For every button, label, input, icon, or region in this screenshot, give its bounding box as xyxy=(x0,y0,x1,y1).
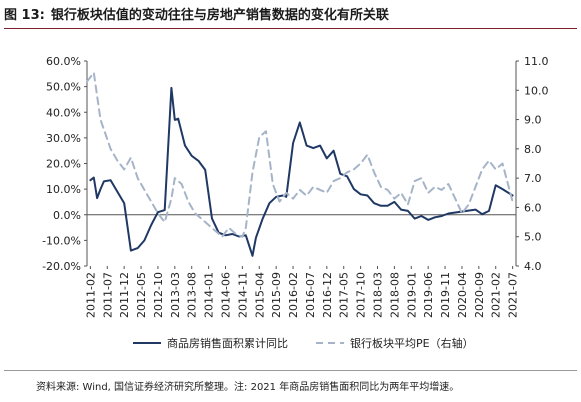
x-tick-label: 2011-12 xyxy=(118,272,131,318)
chart: -20.0% -10.0% 0.0% 10.0% 20.0% 30.0% 40.0% 50.0… xyxy=(42,55,549,350)
legend-label: 商品房销售面积累计同比 xyxy=(167,336,288,350)
x-tick-label: 2020-04 xyxy=(456,272,469,318)
left-tick-label: -10.0% xyxy=(42,234,81,247)
x-tick-label: 2018-03 xyxy=(372,272,385,318)
x-tick-label: 2021-07 xyxy=(507,272,520,318)
left-tick-label: 50.0% xyxy=(46,81,81,94)
footer-divider xyxy=(4,370,577,371)
x-tick-label: 2013-08 xyxy=(186,272,199,318)
source-note: 资料来源: Wind, 国信证券经济研究所整理。注: 2021 年商品房销售面积… xyxy=(36,382,460,393)
figure-title-text: 银行板块估值的变动往往与房地产销售数据的变化有所关联 xyxy=(50,8,389,23)
x-tick-label: 2011-02 xyxy=(84,272,97,318)
x-tick-label: 2016-02 xyxy=(287,272,300,318)
figure-number: 图 13: xyxy=(4,8,45,23)
x-tick-label: 2011-07 xyxy=(101,272,114,318)
left-tick-label: 30.0% xyxy=(46,132,81,145)
right-tick-label: 8.0 xyxy=(524,143,542,156)
legend-label: 银行板块平均PE（右轴） xyxy=(350,336,474,350)
x-tick-label: 2019-06 xyxy=(422,272,435,318)
right-tick-label: 5.0 xyxy=(524,231,542,244)
x-tick-label: 2018-08 xyxy=(388,272,401,318)
x-tick-label: 2017-10 xyxy=(355,272,368,318)
left-tick-label: 0.0% xyxy=(53,209,81,222)
left-tick-label: 40.0% xyxy=(46,106,81,119)
sales-series-line xyxy=(89,86,514,257)
x-tick-label: 2019-11 xyxy=(439,272,452,318)
x-tick-label: 2015-04 xyxy=(253,272,266,318)
x-tick-label: 2019-01 xyxy=(405,272,418,318)
x-tick-label: 2017-05 xyxy=(338,272,351,318)
left-tick-label: 10.0% xyxy=(46,183,81,196)
x-tick-label: 2014-01 xyxy=(203,272,216,318)
right-tick-label: 10.0 xyxy=(524,84,549,97)
x-tick-label: 2014-11 xyxy=(236,272,249,318)
x-tick-label: 2020-09 xyxy=(473,272,486,318)
right-tick-label: 7.0 xyxy=(524,172,542,185)
left-tick-label: -20.0% xyxy=(42,260,81,273)
x-tick-label: 2012-05 xyxy=(135,272,148,318)
right-tick-label: 4.0 xyxy=(524,260,542,273)
x-tick-label: 2013-03 xyxy=(169,272,182,318)
right-tick-label: 11.0 xyxy=(524,55,549,68)
x-tick-label: 2014-06 xyxy=(219,272,232,318)
x-tick-label: 2012-10 xyxy=(152,272,165,318)
right-tick-label: 9.0 xyxy=(524,114,542,127)
x-tick-label: 2016-12 xyxy=(321,272,334,318)
figure-title: 图 13: 银行板块估值的变动往往与房地产销售数据的变化有所关联 xyxy=(4,4,577,29)
left-tick-label: 20.0% xyxy=(46,158,81,171)
x-tick-label: 2015-09 xyxy=(270,272,283,318)
x-tick-label: 2021-02 xyxy=(490,272,503,318)
left-tick-label: 60.0% xyxy=(46,55,81,68)
right-tick-label: 6.0 xyxy=(524,201,542,214)
pe-series-line xyxy=(86,71,514,238)
x-tick-label: 2016-07 xyxy=(304,272,317,318)
